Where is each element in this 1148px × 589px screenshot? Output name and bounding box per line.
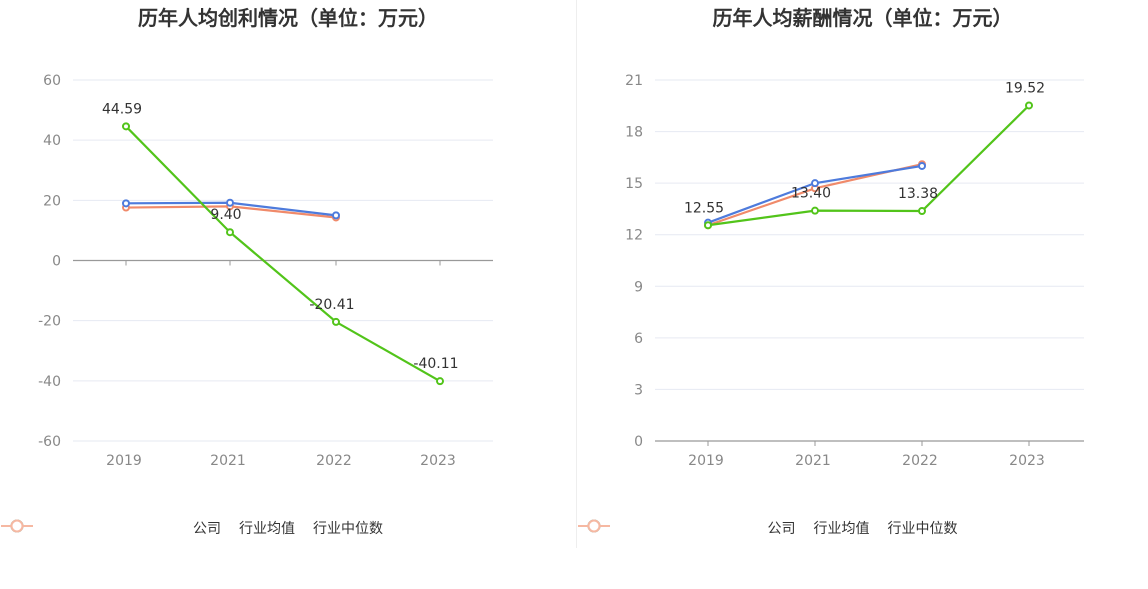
x-tick-label: 2022 [902,453,938,469]
data-point[interactable] [332,211,340,220]
y-tick-label: 21 [625,73,643,89]
data-point[interactable] [1025,101,1033,110]
data-label: 44.59 [102,101,142,117]
legend-label: 公司 [767,521,796,537]
y-tick-label: 0 [634,434,643,450]
chart-divider [576,0,577,548]
x-tick-label: 2019 [688,453,724,469]
legend-item-industry-mean[interactable]: 行业均值 [1,518,295,538]
legend-line-icon [1,519,33,533]
data-point[interactable] [918,161,926,170]
y-tick-label: 40 [43,133,61,149]
data-label: -20.41 [309,297,354,313]
legend-label: 行业均值 [239,521,295,537]
data-label: 13.40 [791,186,831,202]
y-tick-label: 18 [625,125,643,141]
legend-item-industry-median[interactable]: 行业中位数 [1,518,383,538]
legend-item-industry-mean[interactable]: 行业均值 [578,518,870,538]
y-tick-label: -60 [38,434,61,450]
series-line [707,104,1030,227]
y-tick-label: -20 [38,314,61,330]
data-point[interactable] [122,199,130,208]
y-tick-label: 15 [625,176,643,192]
series-line [125,125,441,383]
y-tick-label: 12 [625,228,643,244]
data-label: 12.55 [684,200,724,216]
y-tick-label: 3 [634,382,643,398]
data-point[interactable] [918,206,926,215]
legend-label: 行业均值 [813,521,870,537]
chart-legend: 公司 行业均值 行业中位数 [0,518,576,538]
data-point[interactable] [122,122,130,131]
y-tick-label: 0 [52,254,61,270]
data-point[interactable] [332,317,340,326]
y-tick-label: 6 [634,331,643,347]
profit-per-capita-chart: 历年人均创利情况（单位：万元） 60 40 20 0 -20 -40 -60 2019 2021… [0,6,576,538]
legend-item-company[interactable]: 公司 [578,518,796,538]
y-tick-label: -40 [38,374,61,390]
legend-label: 公司 [193,521,221,537]
legend-item-industry-median[interactable]: 行业中位数 [578,518,958,538]
chart-title: 历年人均创利情况（单位：万元） [138,6,438,30]
data-label: -40.11 [413,356,458,372]
legend-line-icon [578,519,610,533]
chart-title: 历年人均薪酬情况（单位：万元） [712,6,1013,30]
legend-label: 行业中位数 [313,521,383,537]
salary-per-capita-chart: 历年人均薪酬情况（单位：万元） 21 18 15 12 9 6 3 0 2019 2021 2022… [577,0,1148,589]
chart-plot-area: 21 18 15 12 9 6 3 0 2019 2021 2022 2023 12.55 13.40 13… [625,73,1084,469]
legend-label: 行业中位数 [887,521,958,537]
x-tick-label: 2023 [1009,453,1045,469]
data-label: 13.38 [898,186,938,202]
data-point[interactable] [811,179,819,188]
x-tick-label: 2023 [420,453,456,469]
legend-item-company[interactable]: 公司 [1,518,221,538]
y-tick-label: 20 [43,193,61,209]
chart-plot-area: 60 40 20 0 -20 -40 -60 2019 2021 2022 2023 44.59 9.4… [38,73,493,469]
data-point[interactable] [226,228,234,237]
data-point[interactable] [811,206,819,215]
data-point[interactable] [226,198,234,207]
x-tick-label: 2019 [106,453,142,469]
y-tick-label: 60 [43,73,61,89]
data-point[interactable] [436,377,444,386]
x-tick-label: 2022 [316,453,352,469]
x-tick-label: 2021 [795,453,831,469]
data-point[interactable] [704,221,712,230]
data-label: 19.52 [1005,80,1045,96]
data-label: 9.40 [210,207,241,223]
y-tick-label: 9 [634,279,643,295]
chart-legend: 公司 行业均值 行业中位数 [577,518,1148,538]
x-tick-label: 2021 [210,453,246,469]
